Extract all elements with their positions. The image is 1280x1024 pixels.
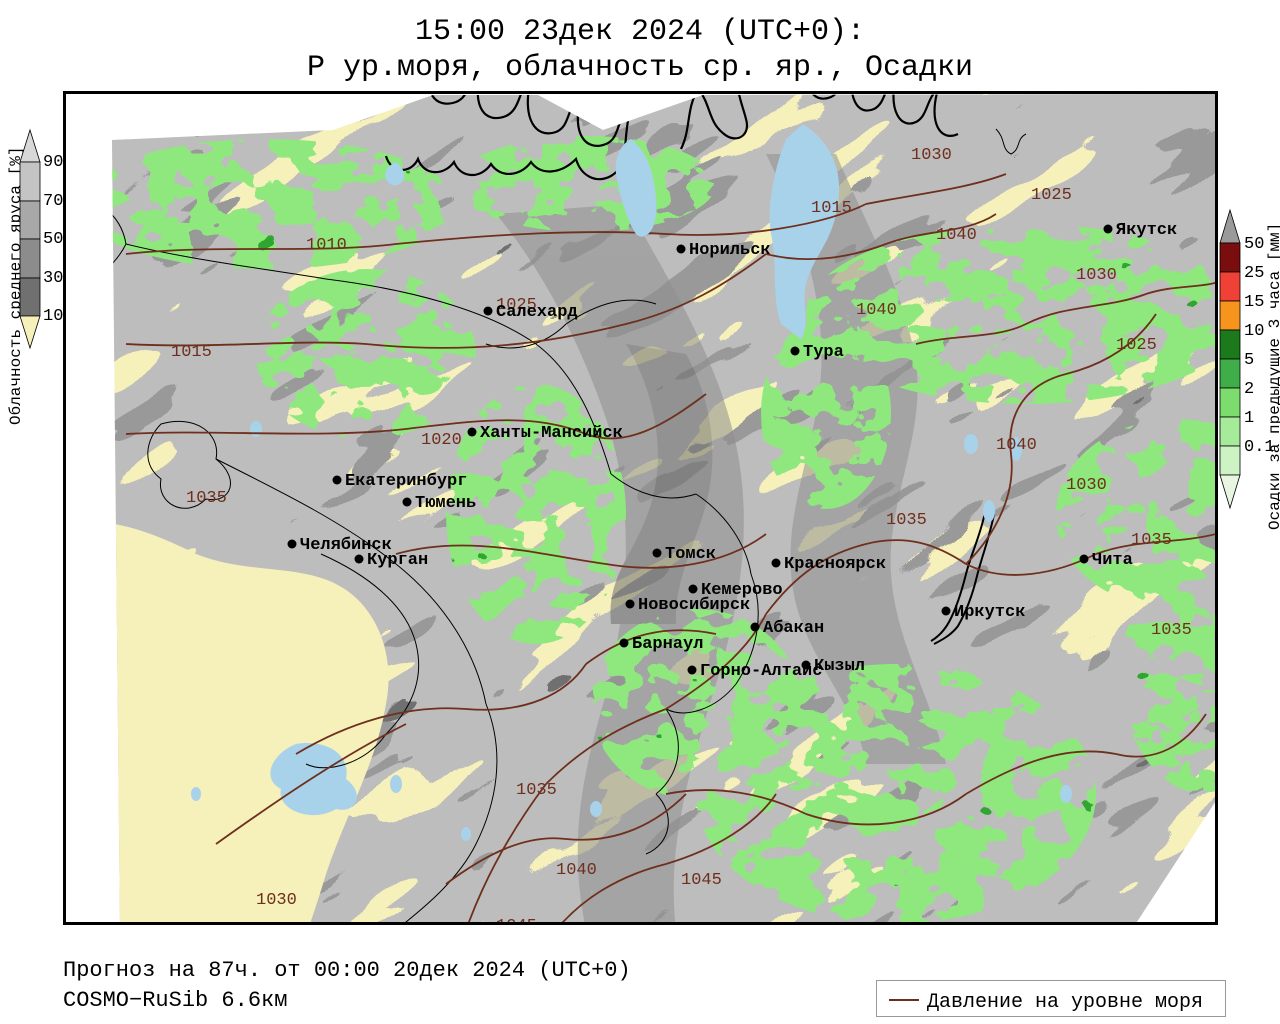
svg-text:15: 15 xyxy=(1244,293,1264,312)
svg-text:Давление на уровне моря: Давление на уровне моря xyxy=(927,991,1203,1014)
svg-text:1030: 1030 xyxy=(1066,476,1107,495)
svg-text:Кызыл: Кызыл xyxy=(814,657,865,676)
svg-text:1040: 1040 xyxy=(996,436,1037,455)
svg-text:1025: 1025 xyxy=(1116,336,1157,355)
svg-text:1: 1 xyxy=(1244,409,1254,428)
svg-text:70: 70 xyxy=(43,192,63,211)
svg-text:Якутск: Якутск xyxy=(1116,221,1177,240)
svg-text:1035: 1035 xyxy=(186,489,227,508)
svg-text:Салехард: Салехард xyxy=(496,303,578,322)
svg-text:Чита: Чита xyxy=(1092,551,1133,570)
svg-text:1045: 1045 xyxy=(496,917,537,925)
svg-text:Екатеринбург: Екатеринбург xyxy=(345,472,467,491)
svg-text:Осадки за предыдущие 3 часа [м: Осадки за предыдущие 3 часа [мм] xyxy=(1266,223,1280,530)
svg-text:50: 50 xyxy=(1244,235,1264,254)
svg-text:Абакан: Абакан xyxy=(763,619,824,638)
svg-text:90: 90 xyxy=(43,153,63,172)
svg-text:Красноярск: Красноярск xyxy=(784,555,886,574)
svg-text:Курган: Курган xyxy=(367,551,428,570)
svg-text:1015: 1015 xyxy=(171,343,212,362)
svg-text:10: 10 xyxy=(1244,322,1264,341)
svg-text:1020: 1020 xyxy=(421,431,462,450)
svg-text:1040: 1040 xyxy=(936,226,977,245)
svg-text:2: 2 xyxy=(1244,380,1254,399)
svg-text:Тюмень: Тюмень xyxy=(415,494,476,513)
svg-text:1010: 1010 xyxy=(306,236,347,255)
svg-text:50: 50 xyxy=(43,230,63,249)
svg-text:1030: 1030 xyxy=(1076,266,1117,285)
svg-text:1030: 1030 xyxy=(911,146,952,165)
svg-text:1035: 1035 xyxy=(1131,531,1172,550)
svg-text:Барнаул: Барнаул xyxy=(632,635,703,654)
svg-text:Иркутск: Иркутск xyxy=(954,603,1025,622)
svg-text:1045: 1045 xyxy=(681,871,722,890)
svg-text:10: 10 xyxy=(43,307,63,326)
svg-text:1035: 1035 xyxy=(516,781,557,800)
svg-text:Ханты-Мансийск: Ханты-Мансийск xyxy=(480,424,623,443)
svg-text:1015: 1015 xyxy=(811,199,852,218)
svg-text:1025: 1025 xyxy=(1031,186,1072,205)
svg-text:5: 5 xyxy=(1244,351,1254,370)
svg-text:Тура: Тура xyxy=(803,343,844,362)
svg-text:1040: 1040 xyxy=(556,861,597,880)
svg-text:25: 25 xyxy=(1244,264,1264,283)
svg-text:Томск: Томск xyxy=(665,545,716,564)
svg-text:1035: 1035 xyxy=(1151,621,1192,640)
svg-text:Кемерово: Кемерово xyxy=(701,581,783,600)
svg-text:1030: 1030 xyxy=(256,891,297,910)
svg-text:1035: 1035 xyxy=(886,511,927,530)
svg-text:Норильск: Норильск xyxy=(689,241,771,260)
svg-text:1040: 1040 xyxy=(856,301,897,320)
svg-text:30: 30 xyxy=(43,269,63,288)
